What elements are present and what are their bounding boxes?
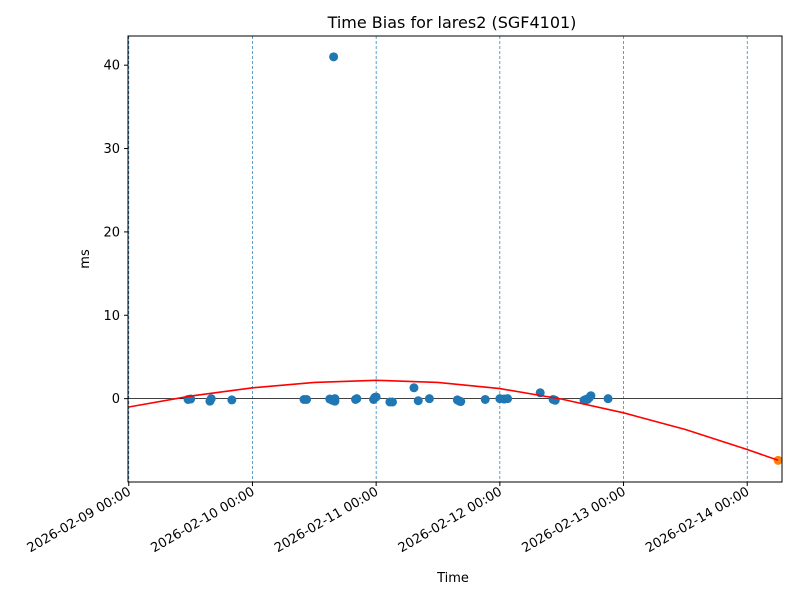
data-point [409, 383, 419, 393]
predicted-point [773, 455, 783, 465]
data-point [302, 394, 312, 404]
y-tick-label: 40 [103, 59, 120, 74]
y-tick-label: 30 [103, 142, 120, 157]
y-tick-label: 10 [103, 309, 120, 324]
data-point [480, 394, 490, 404]
data-point [413, 396, 423, 406]
axes-frame [127, 35, 783, 483]
fit-curve [128, 379, 779, 462]
data-point [352, 394, 362, 404]
data-point [227, 395, 237, 405]
chart-title: Time Bias for lares2 (SGF4101) [327, 13, 577, 32]
data-point [603, 394, 613, 404]
y-axis-label: ms [78, 249, 93, 269]
data-point [329, 52, 339, 62]
x-axis-label: Time [436, 571, 469, 586]
y-tick-label: 20 [103, 225, 120, 240]
data-point [586, 391, 596, 401]
data-point [456, 397, 466, 407]
data-point [424, 394, 434, 404]
y-tick-label: 0 [112, 392, 120, 407]
data-point [503, 394, 513, 404]
data-point [371, 392, 381, 402]
data-point [387, 397, 397, 407]
data-point [206, 394, 216, 404]
data-point [330, 394, 340, 404]
